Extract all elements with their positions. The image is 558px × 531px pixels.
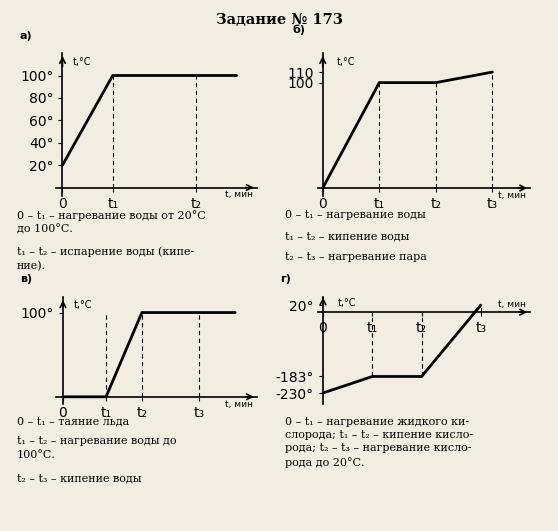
Text: б): б) [292, 24, 306, 35]
Text: а): а) [20, 31, 32, 41]
Text: t, мин: t, мин [225, 400, 253, 409]
Text: t, мин: t, мин [498, 301, 526, 310]
Text: t, мин: t, мин [498, 191, 526, 200]
Text: 0 – t₁ – таяние льда: 0 – t₁ – таяние льда [17, 417, 129, 427]
Text: t₁ – t₂ – кипение воды: t₁ – t₂ – кипение воды [285, 231, 409, 241]
Text: t₂ – t₃ – нагревание пара: t₂ – t₃ – нагревание пара [285, 252, 426, 262]
Text: 0 – t₁ – нагревание воды: 0 – t₁ – нагревание воды [285, 210, 425, 220]
Text: t,°C: t,°C [337, 57, 355, 67]
Text: t,°C: t,°C [338, 298, 357, 308]
Text: t₁ – t₂ – испарение воды (кипе-
ние).: t₁ – t₂ – испарение воды (кипе- ние). [17, 247, 194, 271]
Text: 0 – t₁ – нагревание жидкого ки-
слорода; t₁ – t₂ – кипение кисло-
рода; t₂ – t₃ : 0 – t₁ – нагревание жидкого ки- слорода;… [285, 417, 473, 468]
Text: г): г) [280, 275, 291, 285]
Text: t₁ – t₂ – нагревание воды до
100°С.: t₁ – t₂ – нагревание воды до 100°С. [17, 436, 176, 460]
Text: t,°C: t,°C [74, 301, 92, 310]
Text: в): в) [20, 275, 32, 285]
Text: t, мин: t, мин [225, 190, 253, 199]
Text: t,°C: t,°C [73, 57, 91, 67]
Text: t₂ – t₃ – кипение воды: t₂ – t₃ – кипение воды [17, 474, 141, 484]
Text: Задание № 173: Задание № 173 [215, 13, 343, 27]
Text: 0 – t₁ – нагревание воды от 20°C
до 100°С.: 0 – t₁ – нагревание воды от 20°C до 100°… [17, 210, 205, 234]
